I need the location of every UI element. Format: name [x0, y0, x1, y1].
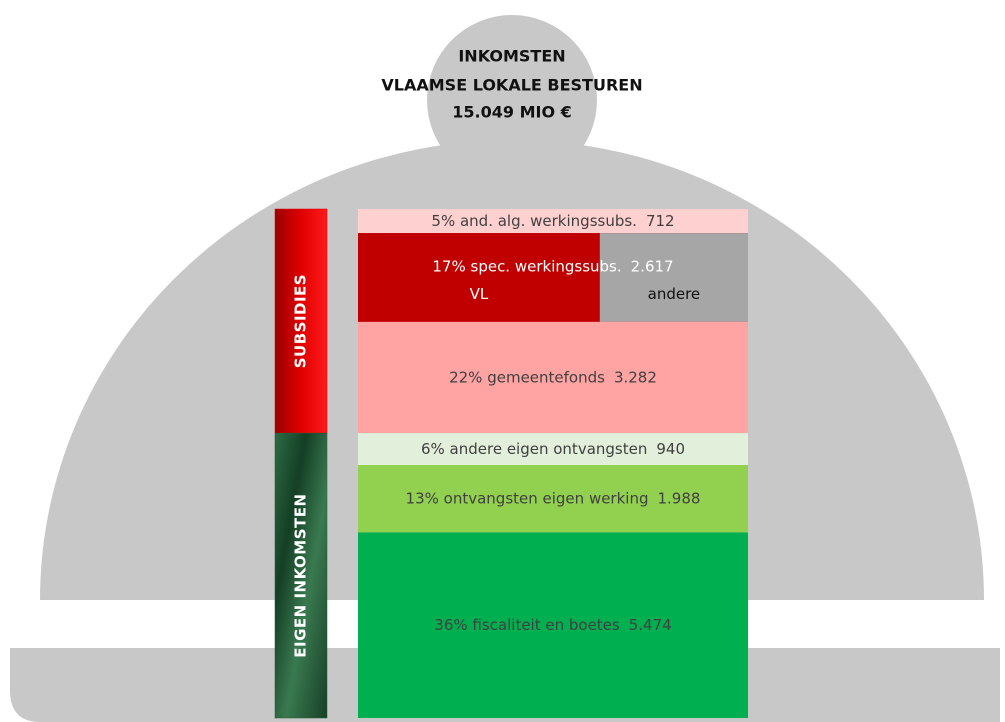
segment-label: 22% gemeentefonds 3.282	[449, 368, 657, 386]
part-label: VL	[470, 285, 489, 303]
segment-part	[358, 233, 600, 322]
title: INKOMSTEN	[458, 47, 565, 66]
segment-name: 5% and. alg. werkingssubs.	[431, 212, 637, 230]
segment-name: 22% gemeentefonds	[449, 368, 605, 386]
part-label: andere	[648, 285, 701, 303]
segment-label: 36% fiscaliteit en boetes 5.474	[434, 616, 671, 634]
segment-value: 5.474	[629, 616, 672, 634]
infographic: INKOMSTEN VLAAMSE LOKALE BESTUREN 15.049…	[0, 0, 1005, 722]
segment-label: 17% spec. werkingssubs. 2.617	[432, 257, 673, 275]
segment-label: 6% andere eigen ontvangsten 940	[421, 440, 685, 458]
segment-name: 17% spec. werkingssubs.	[432, 257, 621, 275]
segment-part	[600, 233, 748, 322]
segment-value: 712	[646, 212, 675, 230]
subtitle: VLAAMSE LOKALE BESTUREN	[381, 76, 642, 95]
group-label: EIGEN INKOMSTEN	[292, 493, 310, 657]
segment-name: 6% andere eigen ontvangsten	[421, 440, 647, 458]
segment-value: 940	[656, 440, 685, 458]
segment-value: 3.282	[614, 368, 657, 386]
segment-name: 13% ontvangsten eigen werking	[406, 489, 649, 507]
segment-value: 2.617	[631, 257, 674, 275]
total-label: 15.049 MIO €	[452, 103, 572, 122]
group-label: SUBSIDIES	[292, 274, 310, 368]
segment-value: 1.988	[657, 489, 700, 507]
segment-name: 36% fiscaliteit en boetes	[434, 616, 620, 634]
